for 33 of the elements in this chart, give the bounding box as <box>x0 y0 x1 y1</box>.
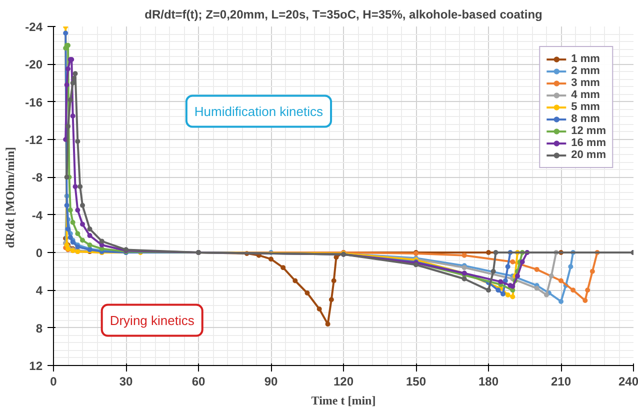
x-tick-label: 90 <box>264 374 278 388</box>
x-tick-label: 150 <box>406 374 426 388</box>
y-tick-label: 0 <box>36 246 43 260</box>
y-tick-label: -4 <box>32 208 43 222</box>
x-tick-label: 210 <box>550 374 572 388</box>
y-tick-label: 12 <box>29 359 43 373</box>
annotation: Humidification kinetics <box>194 104 324 119</box>
x-tick-label: 120 <box>333 374 354 388</box>
x-tick-label: 240 <box>618 374 638 388</box>
y-tick-label: -8 <box>32 170 43 185</box>
legend-label: 16 mm <box>571 137 606 149</box>
x-axis-title: Time t [min] <box>311 394 376 408</box>
chart-title: dR/dt=f(t); Z=0,20mm, L=20s, T=35oC, H=35%, alkohole-based coating <box>144 8 542 22</box>
y-tick-label: -20 <box>25 58 43 72</box>
x-tick-label: 60 <box>192 374 206 388</box>
y-tick-label: -12 <box>25 133 43 147</box>
legend-label: 12 mm <box>571 125 606 137</box>
legend-label: 20 mm <box>571 149 606 161</box>
y-tick-label: -24 <box>25 20 43 34</box>
annotation: Drying kinetics <box>110 312 195 328</box>
legend-label: 1 mm <box>571 53 600 65</box>
legend-label: 4 mm <box>571 89 600 101</box>
x-tick-label: 0 <box>50 374 58 388</box>
x-tick-label: 30 <box>119 374 133 388</box>
legend-label: 5 mm <box>571 101 600 113</box>
y-axis-title: dR/dt [MOhm/min] <box>3 146 18 248</box>
legend-label: 8 mm <box>571 113 600 125</box>
legend-label: 2 mm <box>571 65 600 77</box>
legend-label: 3 mm <box>571 77 600 89</box>
y-tick-label: 8 <box>36 321 43 336</box>
y-tick-label: 4 <box>36 284 43 298</box>
y-tick-label: -16 <box>25 95 43 110</box>
x-tick-label: 180 <box>478 374 499 388</box>
